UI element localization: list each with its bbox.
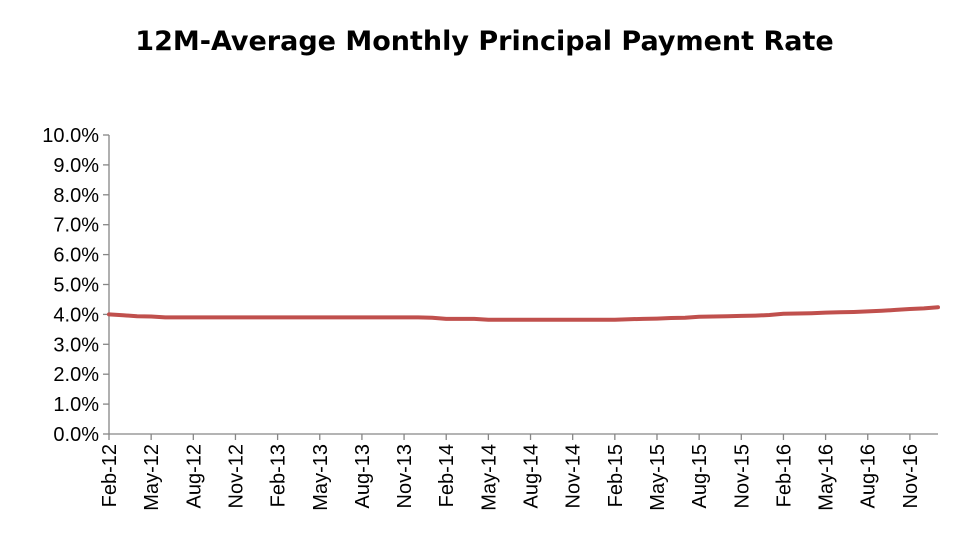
- x-tick-label: May-14: [478, 444, 500, 511]
- x-tick-label: May-12: [141, 444, 163, 511]
- y-axis: 0.0% 1.0% 2.0% 3.0% 4.0% 5.0% 6.0% 7.0% 8.0% 9.0%…: [42, 125, 110, 446]
- x-tick-label: Aug-15: [689, 444, 711, 509]
- y-tick-label: 7.0%: [53, 215, 99, 237]
- x-tick-label: Nov-16: [900, 444, 922, 508]
- x-tick-label: Aug-14: [521, 444, 543, 509]
- y-tick-label: 3.0%: [53, 334, 99, 356]
- x-tick-label: Nov-13: [394, 444, 416, 508]
- x-tick-label: Feb-14: [436, 444, 458, 507]
- y-tick-label: 6.0%: [53, 245, 99, 267]
- x-tick-label: Aug-13: [352, 444, 374, 509]
- x-tick-label: Nov-12: [225, 444, 247, 508]
- y-tick-label: 2.0%: [53, 364, 99, 386]
- x-tick-label: Feb-12: [99, 444, 121, 507]
- series-group: [107, 305, 940, 322]
- series-line: [107, 305, 940, 322]
- x-tick-label: Aug-16: [858, 444, 880, 509]
- y-tick-label: 5.0%: [53, 275, 99, 297]
- x-tick-label: Feb-15: [605, 444, 627, 507]
- x-tick-label: Aug-12: [183, 444, 205, 509]
- x-tick-label: Nov-14: [563, 444, 585, 508]
- chart-title: 12M-Average Monthly Principal Payment Ra…: [135, 26, 834, 57]
- x-tick-label: May-13: [310, 444, 332, 511]
- x-tick-label: Feb-13: [268, 444, 290, 507]
- x-tick-label: Feb-16: [773, 444, 795, 507]
- x-tick-label: May-16: [816, 444, 838, 511]
- y-tick-label: 1.0%: [53, 394, 99, 416]
- x-tick-label: Nov-15: [731, 444, 753, 508]
- y-tick-label: 0.0%: [53, 424, 99, 446]
- y-tick-label: 8.0%: [53, 185, 99, 207]
- y-tick-label: 9.0%: [53, 155, 99, 177]
- y-tick-label: 10.0%: [42, 125, 99, 147]
- x-tick-label: May-15: [647, 444, 669, 511]
- x-axis: Feb-12 May-12 Aug-12 Nov-12 Feb-13 May-13 Aug-…: [99, 433, 938, 511]
- y-tick-label: 4.0%: [53, 304, 99, 326]
